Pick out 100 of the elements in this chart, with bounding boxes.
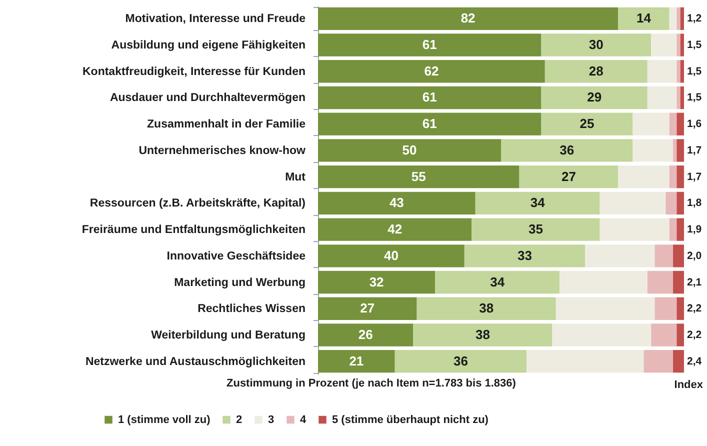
data-label: 29 — [587, 90, 602, 105]
bar — [647, 60, 677, 83]
bar — [680, 34, 684, 56]
bar — [318, 218, 472, 241]
bar — [464, 244, 586, 268]
y-tick-label: Netzwerke und Austauschmöglichkeiten — [85, 356, 306, 368]
data-label: 36 — [560, 142, 574, 158]
data-label: 34 — [490, 274, 506, 290]
bar — [676, 60, 680, 83]
bar — [676, 324, 684, 346]
bar — [318, 165, 520, 188]
bar — [676, 218, 684, 241]
text: 1,7 — [687, 144, 702, 156]
bar — [318, 34, 542, 56]
legend-label: 4 — [300, 414, 307, 426]
legend-label: 5 (stimme überhaupt nicht zu) — [332, 414, 489, 426]
bar — [435, 270, 560, 294]
bar — [394, 350, 527, 373]
text: Index — [674, 379, 704, 391]
data-label: 61 — [422, 90, 437, 105]
bar — [318, 244, 464, 268]
text: 1,9 — [687, 224, 702, 236]
data-label: 34 — [530, 195, 546, 210]
y-tick-label: Kontaktfreudigkeit, Interesse für Kunden — [82, 66, 306, 78]
bar — [673, 244, 684, 268]
legend-label: 1 (stimme voll zu) — [118, 414, 211, 426]
bar — [541, 34, 652, 56]
data-label: 38 — [475, 326, 490, 342]
bar — [669, 218, 677, 241]
bar — [651, 34, 677, 56]
bar — [680, 86, 684, 110]
bar — [519, 165, 618, 188]
text: 2,4 — [687, 355, 702, 368]
bar — [600, 218, 670, 241]
text: 1,5 — [687, 65, 702, 78]
text: 1,5 — [687, 39, 702, 52]
bar — [472, 218, 600, 241]
bar — [318, 270, 436, 294]
bar — [413, 324, 552, 346]
data-label: 27 — [561, 168, 576, 184]
y-tick-label: Weiterbildung und Beratung — [151, 329, 306, 342]
y-tick-label: Motivation, Interesse und Freude — [125, 13, 306, 26]
y-tick-label: Ausdauer und Durchhaltevermögen — [110, 92, 306, 104]
bar — [632, 112, 670, 136]
y-tick-label: Unternehmerisches know-how — [138, 144, 306, 157]
legend-label: 2 — [236, 414, 242, 426]
text: 1,2 — [687, 12, 702, 25]
bar — [673, 270, 684, 294]
bar — [669, 165, 677, 188]
data-label: 38 — [479, 300, 494, 316]
text: 2,0 — [687, 250, 702, 262]
bar — [618, 7, 670, 30]
data-label: 61 — [422, 116, 437, 132]
bar — [676, 139, 684, 162]
data-label: 55 — [411, 168, 426, 184]
bar — [676, 192, 684, 215]
bar — [526, 350, 644, 373]
bar — [318, 60, 545, 83]
bar — [541, 112, 633, 136]
bar — [680, 7, 684, 30]
bar — [669, 7, 677, 30]
data-label: 30 — [588, 37, 604, 52]
bar — [318, 112, 542, 136]
y-tick-label: Innovative Geschäftsidee — [166, 250, 306, 262]
data-label: 14 — [636, 10, 652, 26]
data-label: 28 — [588, 63, 604, 78]
data-label: 62 — [424, 63, 439, 78]
bar — [676, 297, 684, 320]
bar — [318, 7, 618, 30]
text: 1,8 — [687, 197, 702, 210]
y-tick-label: Mut — [285, 171, 306, 184]
bar — [501, 139, 633, 162]
text: 1,7 — [687, 170, 702, 183]
y-tick-label: Marketing und Werbung — [174, 276, 306, 289]
y-tick-label: Zusammenhalt in der Familie — [147, 118, 306, 131]
bar — [318, 192, 476, 215]
bar — [644, 350, 674, 373]
y-tick-label: Rechtliches Wissen — [198, 303, 306, 316]
bar — [556, 297, 655, 320]
bar — [544, 60, 648, 83]
text: 1,6 — [687, 118, 702, 130]
bar — [669, 112, 677, 136]
bar — [676, 7, 680, 30]
bar — [676, 112, 684, 136]
bar — [647, 86, 677, 110]
data-label: 27 — [360, 300, 375, 316]
text: 2,2 — [687, 302, 702, 315]
bar — [585, 244, 655, 268]
y-tick-label: Freiräume und Entfaltungsmöglichkeiten — [82, 224, 306, 236]
x-axis-title: Zustimmung in Prozent (je nach Item n=1.783 bis 1.836) — [226, 378, 516, 390]
bar — [318, 297, 417, 320]
bar — [651, 324, 677, 346]
data-label: 26 — [358, 326, 373, 342]
data-label: 21 — [349, 353, 364, 368]
bar — [676, 165, 684, 188]
data-label: 25 — [580, 116, 594, 132]
y-tick-label: Ausbildung und eigene Fähigkeiten — [111, 40, 306, 52]
bar — [416, 297, 556, 320]
text: 1,5 — [687, 92, 702, 104]
bar — [560, 270, 648, 294]
